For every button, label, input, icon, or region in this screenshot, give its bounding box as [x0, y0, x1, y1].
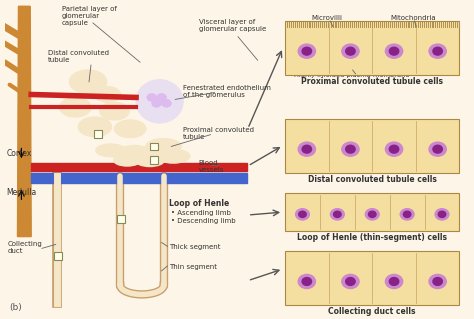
FancyBboxPatch shape	[285, 251, 459, 305]
Text: • Ascending limb: • Ascending limb	[171, 210, 231, 216]
FancyBboxPatch shape	[285, 193, 459, 231]
Bar	[31, 163, 247, 171]
Ellipse shape	[385, 274, 403, 288]
Ellipse shape	[342, 142, 359, 156]
Text: Mitochondria: Mitochondria	[390, 15, 436, 21]
Ellipse shape	[365, 209, 379, 220]
Ellipse shape	[135, 154, 164, 167]
Ellipse shape	[156, 149, 190, 163]
Bar	[118, 215, 125, 223]
Ellipse shape	[433, 145, 442, 153]
Ellipse shape	[152, 100, 162, 107]
Ellipse shape	[296, 209, 310, 220]
Ellipse shape	[346, 47, 355, 55]
Ellipse shape	[346, 145, 355, 153]
Ellipse shape	[429, 274, 447, 288]
Ellipse shape	[95, 87, 120, 102]
Ellipse shape	[298, 274, 316, 288]
Ellipse shape	[429, 142, 447, 156]
Ellipse shape	[302, 278, 311, 286]
Bar	[54, 252, 62, 260]
Text: Collecting duct cells: Collecting duct cells	[328, 307, 416, 316]
Ellipse shape	[162, 100, 171, 107]
Ellipse shape	[302, 145, 311, 153]
Ellipse shape	[435, 209, 449, 220]
Text: Loop of Henle: Loop of Henle	[169, 199, 229, 208]
Ellipse shape	[115, 120, 146, 137]
Ellipse shape	[433, 278, 442, 286]
Text: Loop of Henle (thin-segment) cells: Loop of Henle (thin-segment) cells	[297, 233, 447, 242]
Text: Highly infolded plasma membrane: Highly infolded plasma membrane	[294, 72, 410, 78]
Text: Parietal layer of
glomerular
capsule: Parietal layer of glomerular capsule	[62, 6, 117, 26]
Text: (b): (b)	[9, 303, 22, 312]
Ellipse shape	[389, 278, 399, 286]
Ellipse shape	[368, 211, 376, 218]
Ellipse shape	[385, 44, 403, 58]
Ellipse shape	[146, 138, 181, 154]
Ellipse shape	[299, 211, 306, 218]
Ellipse shape	[118, 145, 150, 159]
Ellipse shape	[389, 47, 399, 55]
Ellipse shape	[298, 142, 316, 156]
Text: Proximal convoluted
tubule: Proximal convoluted tubule	[183, 127, 254, 140]
Ellipse shape	[342, 44, 359, 58]
Polygon shape	[18, 6, 31, 237]
Bar	[150, 143, 158, 150]
Ellipse shape	[429, 44, 447, 58]
Ellipse shape	[78, 117, 111, 137]
Ellipse shape	[433, 47, 442, 55]
Text: Visceral layer of
glomerular capsule: Visceral layer of glomerular capsule	[199, 19, 266, 32]
Text: Thin segment: Thin segment	[169, 264, 218, 270]
Ellipse shape	[302, 47, 311, 55]
Ellipse shape	[346, 278, 355, 286]
Ellipse shape	[342, 274, 359, 288]
Ellipse shape	[147, 93, 156, 101]
Text: Fenestrated endothelium
of the glomerulus: Fenestrated endothelium of the glomerulu…	[183, 85, 271, 98]
Bar	[150, 156, 158, 164]
Text: Medulla: Medulla	[7, 188, 37, 197]
Text: Distal convoluted tubule cells: Distal convoluted tubule cells	[308, 175, 437, 184]
Ellipse shape	[114, 154, 141, 166]
FancyBboxPatch shape	[285, 21, 459, 75]
FancyBboxPatch shape	[285, 119, 459, 173]
Text: • Descending limb: • Descending limb	[171, 218, 236, 224]
Ellipse shape	[100, 102, 129, 120]
Text: Cortex: Cortex	[7, 149, 32, 158]
Ellipse shape	[136, 80, 183, 123]
Text: Blood
vessels: Blood vessels	[199, 160, 224, 173]
Ellipse shape	[96, 144, 125, 157]
Text: Collecting
duct: Collecting duct	[8, 241, 43, 255]
Text: Microvilli: Microvilli	[311, 15, 343, 21]
Text: Proximal convoluted tubule cells: Proximal convoluted tubule cells	[301, 77, 443, 86]
Ellipse shape	[298, 44, 316, 58]
Bar	[94, 130, 102, 137]
Bar	[31, 173, 247, 183]
Ellipse shape	[400, 209, 414, 220]
Ellipse shape	[330, 209, 344, 220]
Ellipse shape	[385, 142, 403, 156]
Ellipse shape	[69, 70, 107, 93]
Text: Distal convoluted
tubule: Distal convoluted tubule	[48, 50, 109, 63]
Ellipse shape	[156, 93, 166, 101]
Ellipse shape	[438, 211, 446, 218]
Ellipse shape	[389, 145, 399, 153]
Text: Thick segment: Thick segment	[169, 244, 221, 250]
Ellipse shape	[60, 97, 91, 117]
Ellipse shape	[334, 211, 341, 218]
Ellipse shape	[403, 211, 411, 218]
